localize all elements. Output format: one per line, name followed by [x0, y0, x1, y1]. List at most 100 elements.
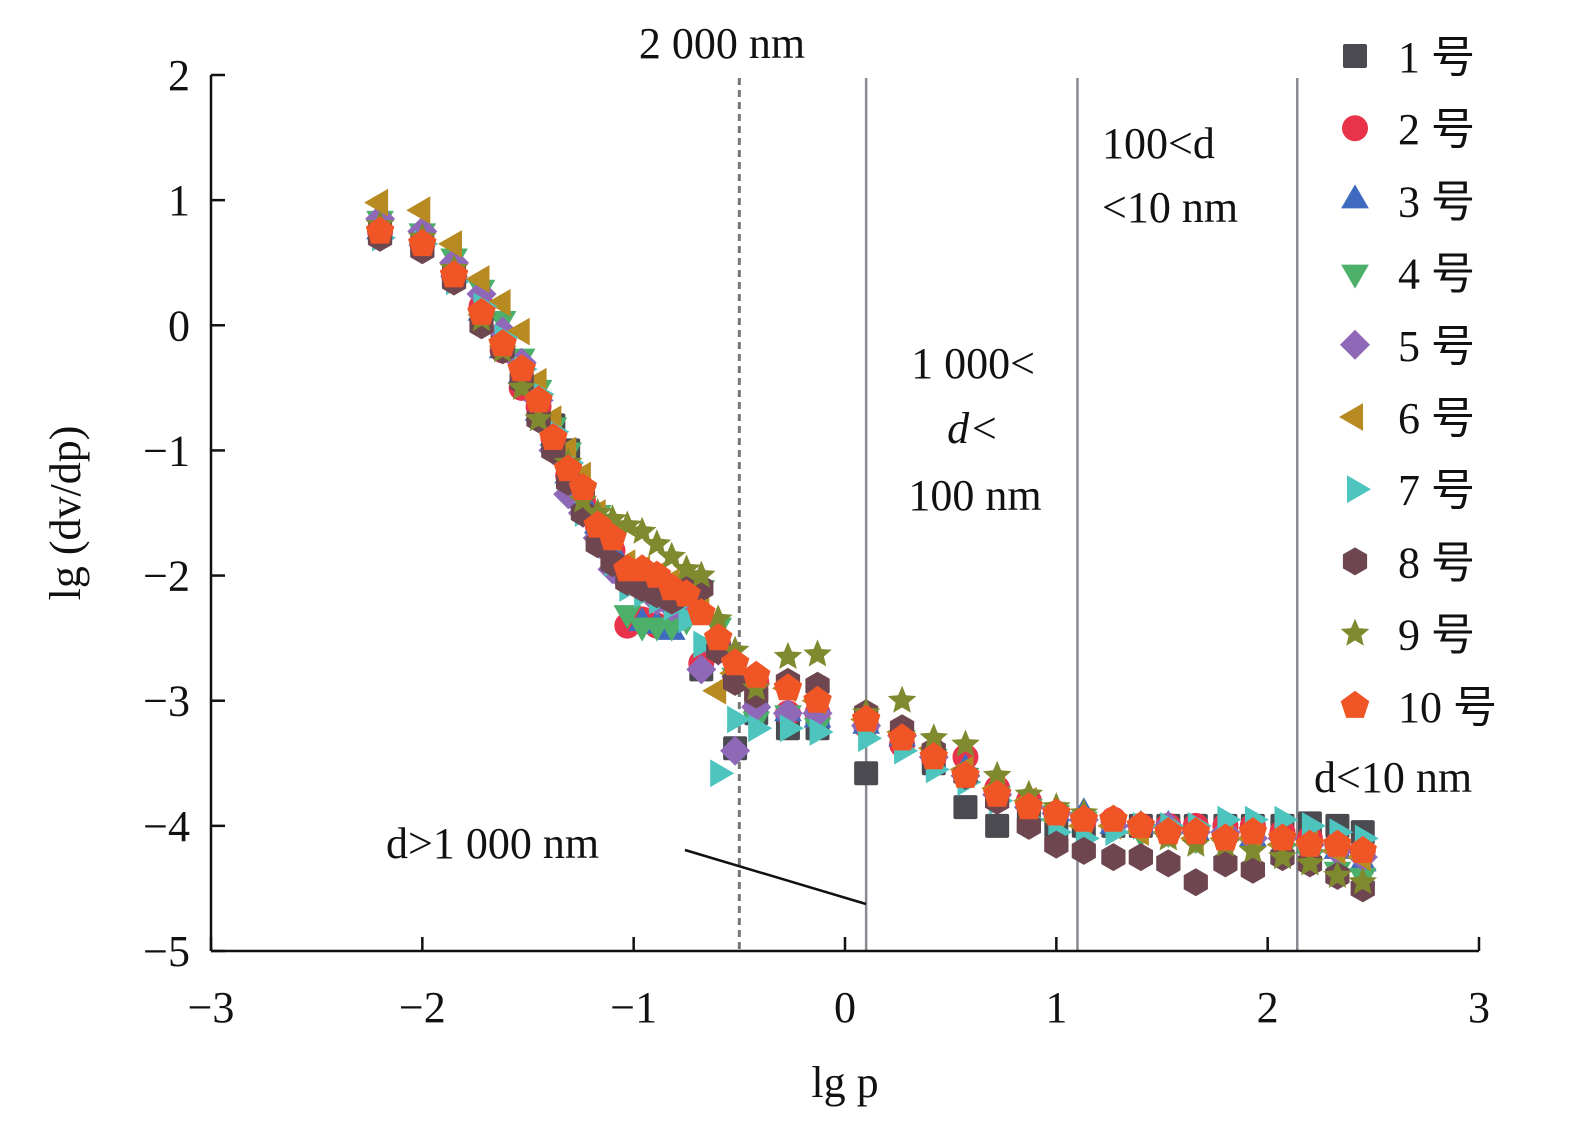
data-point-triangle-right: [779, 714, 804, 743]
annotation-region1: d>1 000 nm: [386, 819, 599, 868]
y-tick-label: 0: [168, 301, 190, 350]
data-point-pentagon: [1014, 792, 1044, 820]
data-point-hexagon: [1044, 830, 1069, 859]
data-point-pentagon: [1126, 810, 1156, 838]
data-point-triangle-left: [486, 288, 511, 317]
data-point-pentagon: [553, 454, 583, 482]
data-point-triangle-right: [678, 605, 703, 634]
legend-label: 8 号: [1398, 538, 1475, 587]
data-point-pentagon: [524, 385, 553, 413]
x-tick-label: −2: [399, 983, 446, 1032]
ticks: −3 −2 −1 0 1 2 3 2 1 0 −1 −2 −3 −4 −5: [143, 51, 1490, 1032]
x-tick-label: −3: [188, 983, 235, 1032]
data-point-pentagon: [951, 760, 980, 788]
data-point-pentagon: [408, 228, 437, 257]
legend: 1 号 2 号 3 号 4 号 5 号 6 号 7 号 8 号 9 号 10 号: [1339, 33, 1497, 732]
data-point-pentagon: [1099, 804, 1128, 832]
legend-hexagon-icon: [1342, 547, 1368, 576]
legend-label: 9 号: [1398, 611, 1475, 660]
data-point-star: [951, 729, 980, 757]
x-tick-label: 2: [1257, 983, 1279, 1032]
annotation-leader-line: [684, 848, 867, 906]
data-points: [364, 188, 1379, 903]
x-axis-title: lg p: [811, 1058, 878, 1107]
data-point-star: [627, 516, 657, 544]
data-point-triangle-left: [702, 676, 727, 705]
data-point-triangle-right: [727, 705, 752, 734]
y-tick-label: −2: [143, 552, 190, 601]
data-point-triangle-left: [438, 230, 462, 258]
data-point-hexagon: [1183, 868, 1208, 897]
data-point-pentagon: [1181, 817, 1211, 845]
x-tick-label: 0: [834, 983, 856, 1032]
legend-label: 6 号: [1398, 394, 1475, 443]
legend-item: 4 号: [1341, 250, 1475, 299]
data-point-pentagon: [773, 673, 803, 701]
data-point-pentagon: [687, 598, 716, 626]
legend-diamond-icon: [1340, 329, 1370, 360]
y-tick-label: 1: [168, 176, 190, 225]
legend-item: 3 号: [1341, 177, 1475, 226]
data-point-star: [687, 560, 716, 588]
data-point-diamond: [720, 735, 751, 766]
data-point-triangle-down: [613, 605, 642, 630]
legend-label: 10 号: [1398, 683, 1497, 732]
data-point-square: [854, 761, 879, 786]
legend-item: 1 号: [1343, 33, 1475, 82]
data-point-pentagon: [887, 723, 917, 751]
data-point-square: [953, 795, 978, 820]
reference-lines: [737, 78, 1299, 951]
data-point-pentagon: [1042, 798, 1071, 826]
data-point-star: [657, 541, 686, 569]
x-tick-label: 1: [1045, 983, 1067, 1032]
y-tick-label: 2: [168, 51, 190, 100]
legend-item: 6 号: [1339, 394, 1475, 443]
data-point-pentagon: [742, 660, 771, 688]
data-point-pentagon: [1348, 835, 1377, 863]
data-point-hexagon: [1213, 849, 1238, 878]
data-point-triangle-right: [693, 630, 718, 659]
data-point-pentagon: [598, 523, 627, 551]
data-point-star: [1295, 848, 1325, 876]
data-point-hexagon: [1071, 836, 1096, 865]
data-point-pentagon: [703, 623, 733, 651]
data-point-pentagon: [568, 473, 598, 501]
data-point-star: [919, 723, 948, 751]
data-point-triangle-right: [710, 759, 735, 788]
data-point-triangle-left: [465, 265, 490, 293]
data-point-triangle-left: [364, 188, 389, 217]
data-point-star: [642, 529, 672, 557]
data-point-pentagon: [1069, 804, 1099, 832]
data-point-hexagon: [1156, 849, 1181, 878]
annotation-region2-line1: 1 000<: [911, 339, 1035, 388]
legend-circle-icon: [1342, 115, 1368, 142]
legend-triangle-down-icon: [1341, 264, 1369, 289]
data-point-pentagon: [1211, 823, 1240, 851]
data-point-pentagon: [488, 329, 517, 357]
y-tick-label: −1: [143, 426, 190, 475]
data-point-pentagon: [1154, 817, 1183, 845]
legend-square-icon: [1343, 44, 1367, 68]
data-point-pentagon: [539, 422, 568, 450]
legend-triangle-right-icon: [1347, 475, 1371, 504]
data-point-pentagon: [1268, 823, 1297, 851]
data-point-hexagon: [1128, 843, 1153, 872]
legend-star-icon: [1340, 618, 1370, 646]
annotation-region2-line2: d<: [947, 404, 999, 453]
legend-item: 5 号: [1340, 322, 1475, 371]
data-point-pentagon: [365, 216, 395, 244]
data-point-triangle-right: [809, 718, 834, 746]
data-point-star: [524, 404, 553, 432]
data-point-pentagon: [467, 297, 496, 325]
y-tick-label: −3: [143, 677, 190, 726]
legend-label: 3 号: [1398, 177, 1475, 226]
legend-item: 2 号: [1342, 105, 1475, 154]
legend-triangle-up-icon: [1341, 184, 1369, 209]
y-tick-label: −4: [143, 802, 190, 851]
legend-item: 7 号: [1347, 466, 1475, 515]
annotation-region4: d<10 nm: [1314, 753, 1472, 802]
legend-item: 10 号: [1340, 683, 1497, 732]
legend-label: 7 号: [1398, 466, 1475, 515]
data-point-star: [887, 685, 917, 713]
